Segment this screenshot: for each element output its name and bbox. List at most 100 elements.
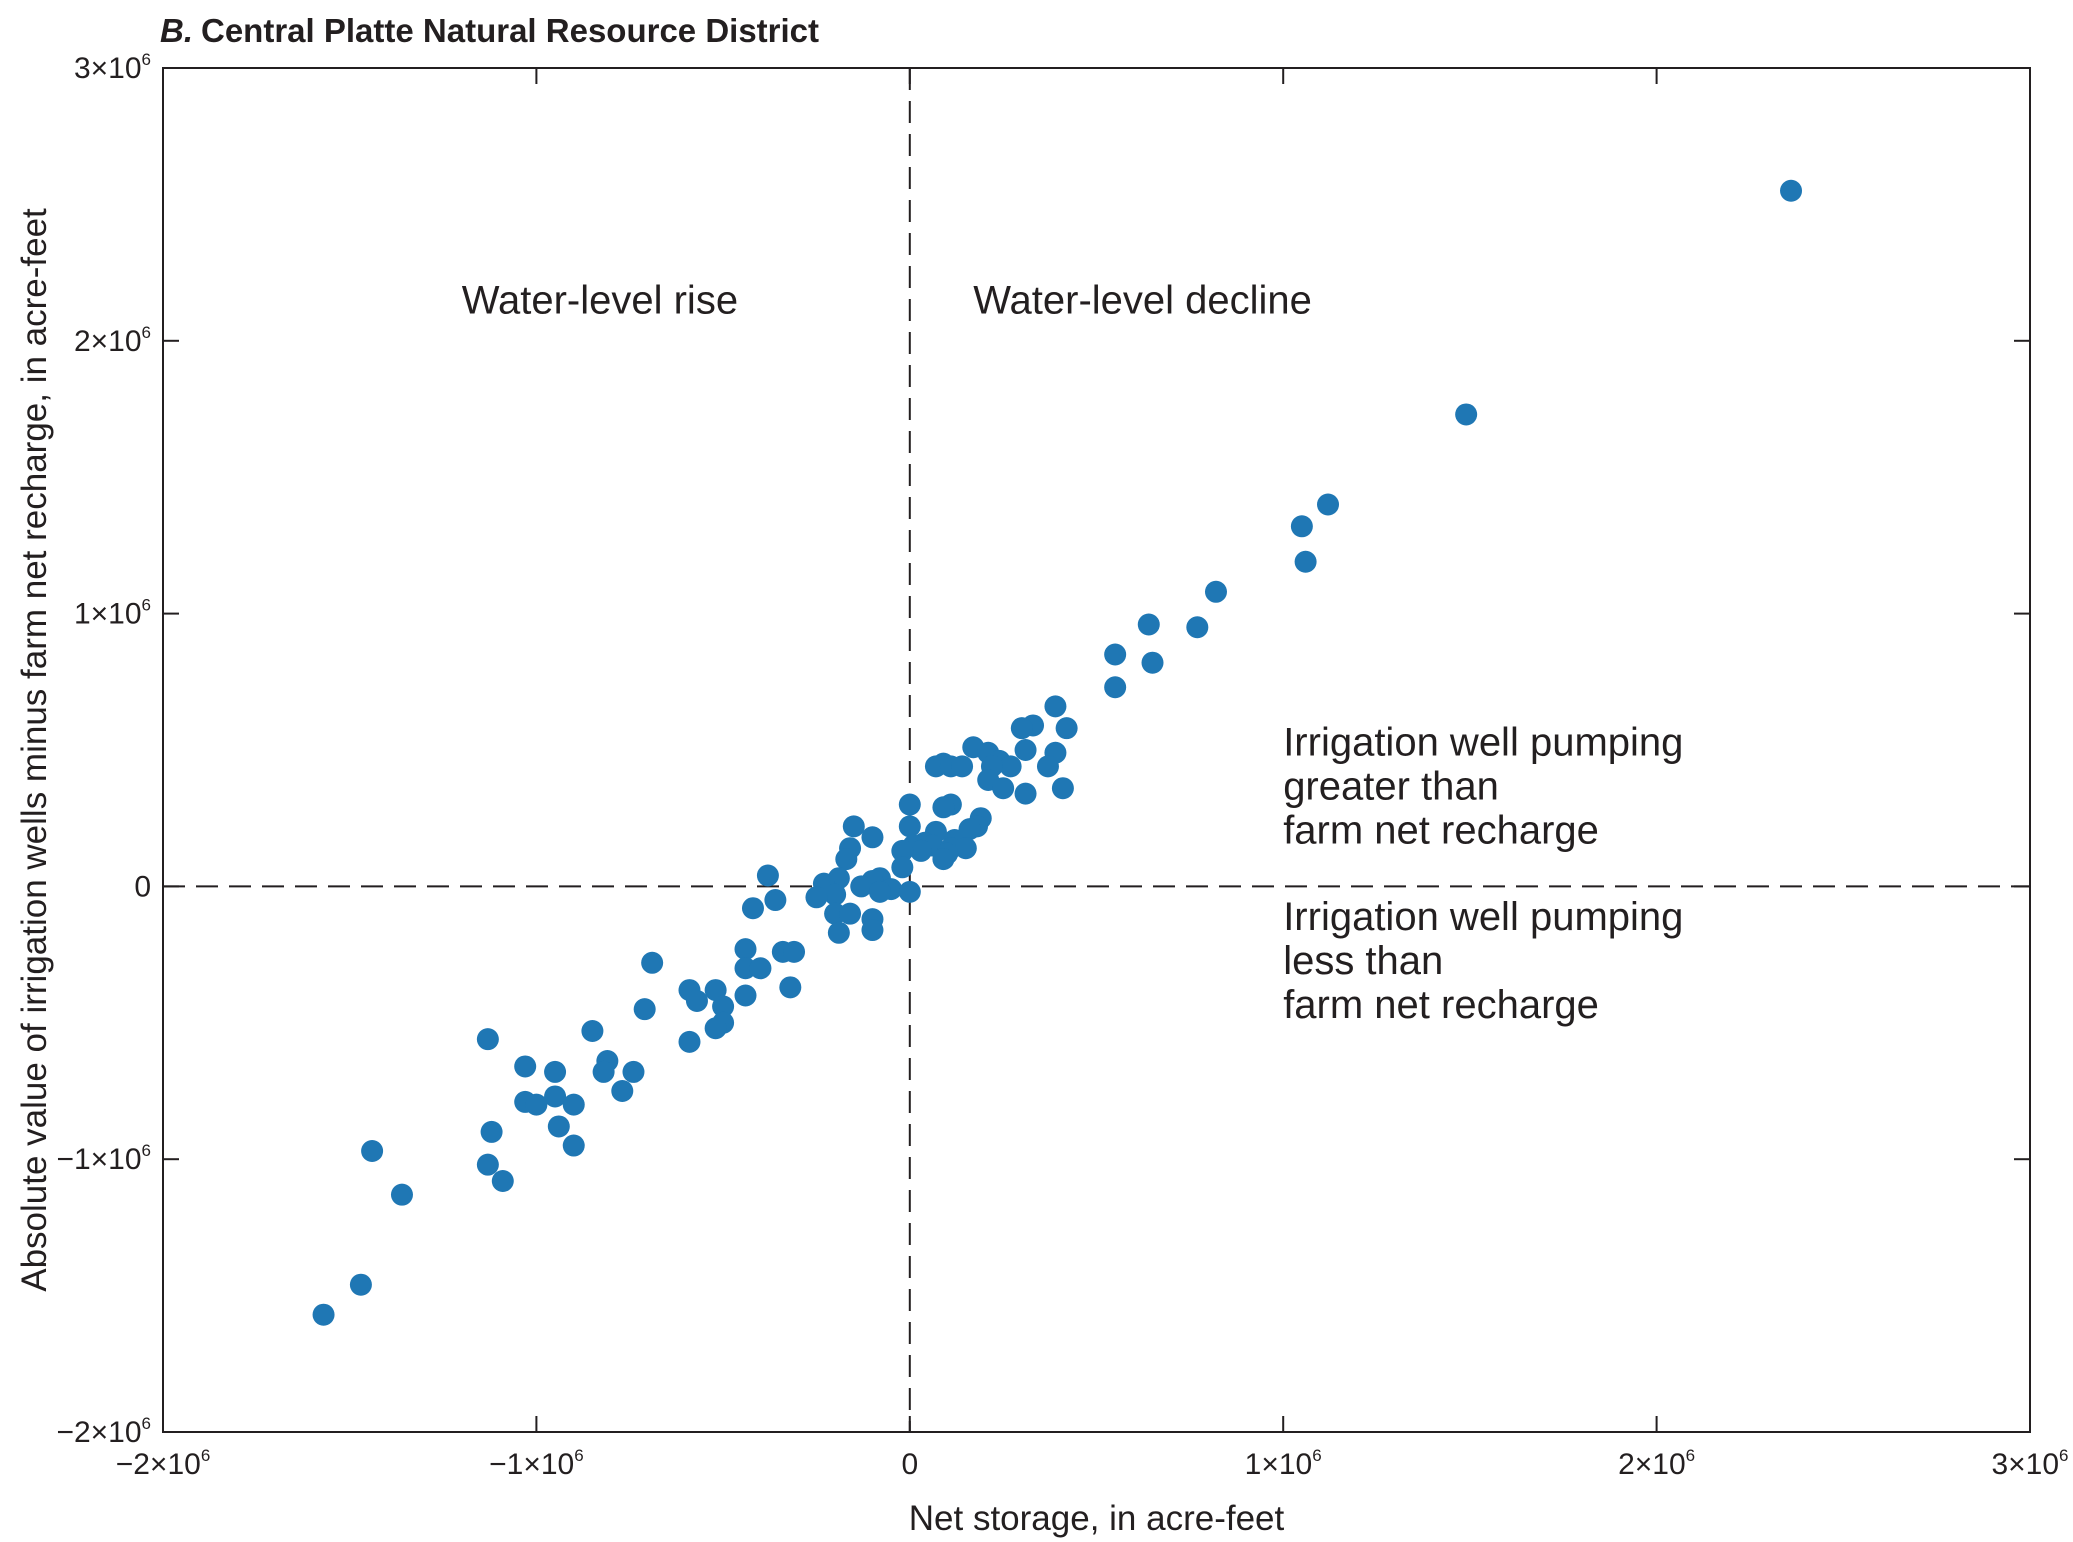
data-point xyxy=(514,1055,537,1078)
y-tick-label: 1×106 xyxy=(74,596,151,631)
data-point xyxy=(480,1120,503,1143)
data-point xyxy=(898,815,921,838)
data-point xyxy=(992,777,1015,800)
data-point xyxy=(592,1060,615,1083)
data-point xyxy=(1010,717,1033,740)
annotation-text: farm net recharge xyxy=(1283,983,1599,1027)
data-point xyxy=(779,976,802,999)
data-point xyxy=(1036,755,1059,778)
x-tick-label: 0 xyxy=(901,1448,918,1481)
data-point xyxy=(898,880,921,903)
data-point xyxy=(544,1085,567,1108)
x-tick-label: −1×106 xyxy=(489,1446,584,1481)
data-point xyxy=(476,1028,499,1051)
data-point xyxy=(1104,643,1127,666)
data-point xyxy=(476,1153,499,1176)
data-point xyxy=(641,951,664,974)
data-point xyxy=(734,938,757,961)
data-point xyxy=(783,940,806,963)
data-point xyxy=(824,883,847,906)
y-tick-label: −2×106 xyxy=(56,1414,151,1449)
annotation-text: farm net recharge xyxy=(1283,808,1599,852)
data-point xyxy=(951,755,974,778)
data-point xyxy=(685,989,708,1012)
annotation-text: Irrigation well pumping xyxy=(1283,895,1683,939)
data-point xyxy=(932,848,955,871)
data-point xyxy=(764,889,787,912)
data-point xyxy=(1455,403,1478,426)
data-point xyxy=(910,839,933,862)
data-point xyxy=(1294,550,1317,573)
data-point xyxy=(827,921,850,944)
data-point xyxy=(1055,717,1078,740)
y-tick-label: 0 xyxy=(134,870,151,903)
data-point xyxy=(839,902,862,925)
x-tick-label: −2×106 xyxy=(116,1446,211,1481)
annotation-text: greater than xyxy=(1283,764,1499,808)
data-point xyxy=(678,1030,701,1053)
data-point xyxy=(491,1170,514,1193)
data-point xyxy=(1044,695,1067,718)
data-point xyxy=(805,886,828,909)
data-point xyxy=(1104,676,1127,699)
data-point xyxy=(861,826,884,849)
data-point xyxy=(734,984,757,1007)
data-point xyxy=(712,995,735,1018)
data-point xyxy=(1141,651,1164,674)
data-point xyxy=(868,880,891,903)
data-point xyxy=(581,1019,604,1042)
data-point xyxy=(835,848,858,871)
data-point xyxy=(1780,179,1803,202)
data-point xyxy=(1014,782,1037,805)
annotation-text: Water-level decline xyxy=(973,279,1312,323)
data-point xyxy=(1186,616,1209,639)
x-tick-label: 2×106 xyxy=(1618,1446,1695,1481)
data-point xyxy=(611,1080,634,1102)
data-point xyxy=(741,897,764,920)
data-point xyxy=(525,1093,548,1116)
annotation-text: Water-level rise xyxy=(462,279,738,323)
data-point xyxy=(891,839,914,862)
chart-title-text: Central Platte Natural Resource District xyxy=(201,12,819,49)
data-point xyxy=(861,919,884,942)
data-point xyxy=(1204,580,1227,603)
data-point xyxy=(891,856,914,879)
data-point xyxy=(1014,739,1037,761)
data-point xyxy=(1051,777,1074,800)
chart-title: B. Central Platte Natural Resource Distri… xyxy=(160,12,819,49)
data-point xyxy=(999,755,1022,778)
data-point xyxy=(704,1017,727,1040)
data-point xyxy=(633,998,656,1021)
annotation-text: Irrigation well pumping xyxy=(1283,720,1683,764)
chart-title-letter: B. xyxy=(160,12,193,49)
y-axis-label: Absolute value of irrigation wells minus… xyxy=(15,208,54,1292)
y-tick-label: 3×106 xyxy=(74,50,151,85)
data-point xyxy=(954,837,977,860)
x-axis-label: Net storage, in acre-feet xyxy=(909,1499,1285,1538)
data-point xyxy=(850,875,873,898)
data-point xyxy=(562,1134,585,1157)
data-point xyxy=(562,1093,585,1116)
data-point xyxy=(544,1060,567,1083)
data-point xyxy=(1317,493,1340,516)
data-point xyxy=(1137,613,1160,636)
data-point xyxy=(547,1115,570,1138)
x-tick-label: 3×106 xyxy=(1991,1446,2068,1481)
axis-ticks: −2×106 −1×106 0 1×106 2×106 3×106 −2×106 −1×106… xyxy=(56,50,2068,1481)
data-points xyxy=(312,179,1803,1326)
reference-lines xyxy=(163,68,2030,1432)
plot-frame xyxy=(162,67,2031,1433)
y-tick-label: 2×106 xyxy=(74,323,151,358)
data-point xyxy=(312,1303,335,1326)
data-point xyxy=(361,1140,384,1163)
x-tick-label: 1×106 xyxy=(1245,1446,1322,1481)
data-point xyxy=(842,815,865,838)
data-point xyxy=(932,796,955,819)
data-point xyxy=(749,957,772,980)
data-point xyxy=(704,979,727,1002)
data-point xyxy=(349,1273,372,1296)
annotations: Water-level rise Water-level decline Irrig… xyxy=(462,279,1684,1028)
data-point xyxy=(1290,515,1313,538)
data-point xyxy=(390,1183,413,1206)
annotation-text: less than xyxy=(1283,939,1443,983)
